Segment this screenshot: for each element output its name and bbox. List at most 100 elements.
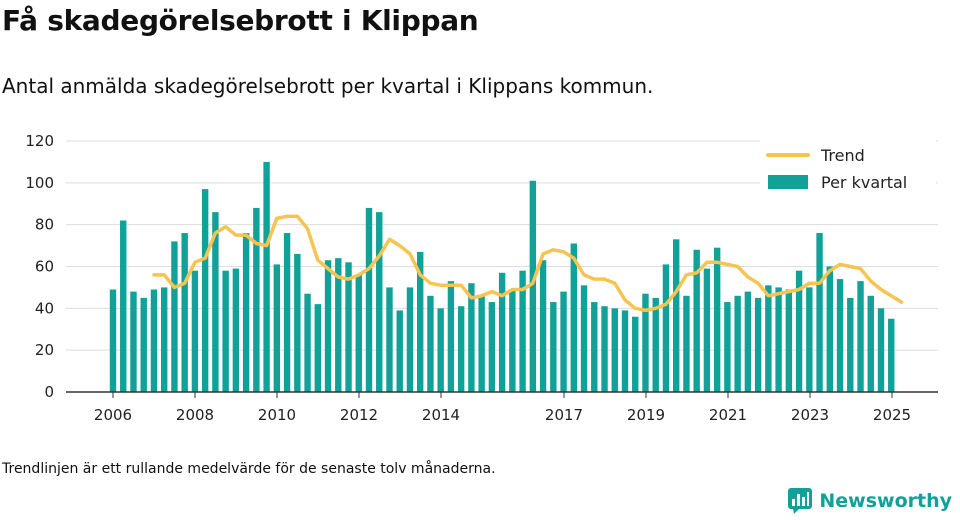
bar: [324, 260, 332, 392]
bar: [109, 289, 117, 392]
bar: [498, 272, 506, 392]
bar: [611, 308, 618, 392]
bar: [355, 274, 362, 392]
legend-label-trend: Trend: [820, 146, 865, 165]
bar: [253, 207, 260, 392]
bar: [201, 189, 209, 392]
x-tick-label: 2025: [873, 406, 911, 424]
bar: [120, 220, 127, 392]
bar: [273, 264, 281, 392]
bar: [242, 233, 250, 392]
bar: [713, 247, 721, 392]
bar: [191, 270, 199, 392]
x-tick-label: 2008: [176, 406, 214, 424]
bar: [888, 318, 895, 392]
bar: [304, 293, 311, 392]
bar: [478, 295, 485, 392]
bar: [314, 304, 321, 392]
bar: [775, 287, 782, 392]
bar: [396, 310, 403, 392]
bar: [150, 289, 158, 392]
bar: [591, 302, 598, 392]
bar: [519, 270, 526, 392]
y-tick-label: 20: [35, 341, 54, 359]
bar: [621, 310, 629, 392]
y-tick-label: 80: [35, 216, 54, 234]
x-tick-label: 2019: [627, 406, 665, 424]
bar-chart-logo-icon: [788, 488, 813, 514]
bar: [816, 233, 823, 392]
y-tick-label: 40: [35, 299, 54, 317]
bar: [795, 270, 803, 392]
bar: [652, 297, 659, 392]
bar: [386, 287, 393, 392]
bar: [365, 207, 373, 392]
bar: [283, 233, 291, 392]
legend-swatch-per-kvartal: [768, 175, 808, 189]
bar: [161, 287, 168, 392]
bar: [560, 291, 567, 392]
bar: [857, 281, 864, 392]
bar: [488, 302, 496, 392]
bar: [765, 285, 772, 392]
bar: [601, 306, 608, 392]
bar: [345, 262, 352, 392]
bar: [550, 302, 557, 392]
bar: [754, 297, 762, 392]
bar: [703, 268, 711, 392]
y-tick-label: 100: [25, 174, 54, 192]
bar: [673, 239, 680, 392]
gridlines: [66, 140, 938, 351]
bar: [867, 295, 874, 392]
x-tick-label: 2010: [258, 406, 296, 424]
bar: [181, 233, 188, 392]
bar: [724, 302, 731, 392]
bar: [222, 270, 229, 392]
bar: [877, 308, 885, 392]
bar: [468, 283, 475, 392]
y-tick-label: 0: [44, 383, 54, 401]
brand-name: Newsworthy: [819, 490, 952, 512]
bar: [836, 279, 844, 392]
bar: [437, 308, 444, 392]
bar: [847, 297, 854, 392]
y-tick-label: 60: [35, 258, 54, 276]
chart-title: Få skadegörelsebrott i Klippan: [2, 4, 479, 37]
bar: [683, 295, 690, 392]
bar: [447, 281, 455, 392]
bar: [744, 291, 752, 392]
chart: 0 20 40 60 80 100 120 2006 2008 2010 2012 2014 2017 2…: [25, 132, 938, 424]
bar: [263, 161, 270, 392]
y-tick-label: 120: [25, 132, 54, 150]
bar: [580, 285, 588, 392]
bar: [232, 268, 240, 392]
axes: 0 20 40 60 80 100 120 2006 2008 2010 2012 2014 2017 2…: [25, 132, 938, 424]
x-tick-label: 2012: [340, 406, 378, 424]
bar: [734, 295, 741, 392]
bar: [171, 241, 178, 392]
chart-subtitle: Antal anmälda skadegörelsebrott per kvar…: [2, 74, 654, 98]
bar: [632, 316, 639, 392]
bar: [570, 243, 577, 392]
footnote: Trendlinjen är ett rullande medelvärde f…: [2, 461, 496, 477]
bar: [529, 180, 537, 392]
x-tick-label: 2014: [422, 406, 460, 424]
trend-line-layer: [152, 214, 904, 313]
x-tick-label: 2017: [545, 406, 583, 424]
bar: [140, 297, 147, 392]
bar: [509, 289, 516, 392]
bar: [642, 293, 649, 392]
bar: [335, 258, 342, 392]
trend-line: [152, 214, 904, 313]
bar: [693, 249, 700, 392]
bars: [109, 161, 895, 392]
bar: [130, 291, 137, 392]
bar: [806, 287, 813, 392]
bar: [406, 287, 414, 392]
legend-label-per-kvartal: Per kvartal: [821, 173, 907, 192]
legend-background: [760, 140, 936, 202]
bar: [294, 253, 301, 392]
brand[interactable]: Newsworthy: [787, 487, 952, 515]
bar: [417, 251, 424, 392]
bar: [662, 264, 670, 392]
